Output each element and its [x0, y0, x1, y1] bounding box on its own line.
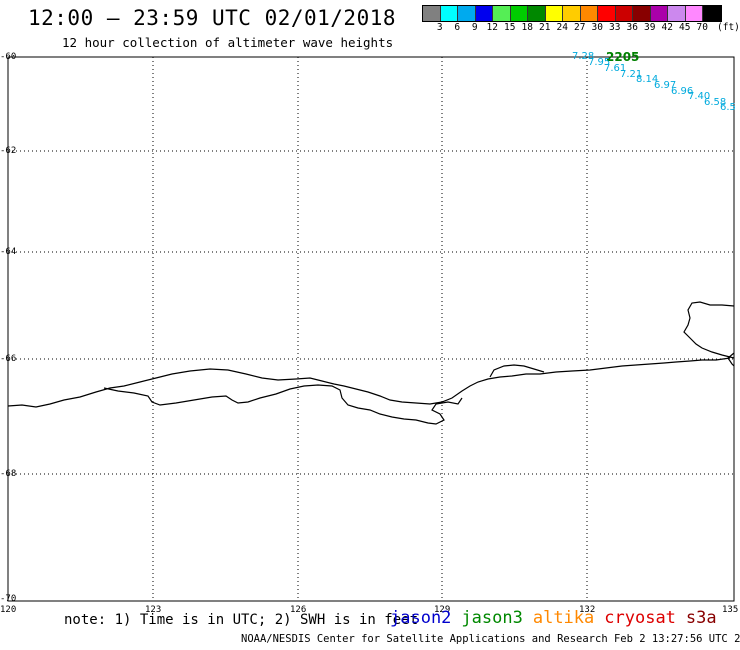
- colorbar-swatch: [440, 6, 458, 21]
- colorbar-label: 21: [539, 22, 551, 33]
- wave-height-colorbar: [422, 5, 722, 22]
- satellite-legend-item-jason2: jason2: [390, 608, 452, 628]
- wave-value: 6.58: [704, 97, 727, 108]
- colorbar-label: 30: [591, 22, 603, 33]
- map-frame: [7, 56, 735, 602]
- colorbar-swatch: [668, 6, 686, 21]
- colorbar-swatch: [685, 6, 703, 21]
- colorbar-swatch: [510, 6, 528, 21]
- lat-label-68: -68: [0, 469, 17, 479]
- colorbar-label: 39: [644, 22, 656, 33]
- coastline-ice-shelf: [103, 384, 463, 425]
- lon-label-126: 126: [290, 605, 307, 615]
- lat-label-66: -66: [0, 354, 17, 364]
- lat-label-60: -60: [0, 52, 17, 62]
- satellite-legend-item-altika: altika: [532, 608, 595, 628]
- wave-value: 7.28: [572, 51, 595, 62]
- coastline-tip: [727, 352, 735, 367]
- colorbar-label: 24: [556, 22, 568, 33]
- satellite-legend-item-cryosat: cryosat: [604, 608, 676, 628]
- colorbar-swatch: [580, 6, 598, 21]
- wave-value: 7.21: [620, 69, 643, 80]
- colorbar-label: 3: [436, 22, 443, 33]
- lat-label-70: -70: [0, 594, 17, 604]
- colorbar-label: 27: [574, 22, 586, 33]
- colorbar-swatch: [703, 6, 721, 21]
- colorbar-labels: 3 6 9 12 15 18 21 24 27 30 33 36 39 42 45 70: [422, 22, 711, 33]
- colorbar-swatch: [458, 6, 476, 21]
- colorbar-label: 42: [661, 22, 673, 33]
- lon-label-132: 132: [579, 605, 596, 615]
- colorbar-label: 45: [679, 22, 691, 33]
- colorbar-swatch: [475, 6, 493, 21]
- coastline: [7, 357, 731, 408]
- colorbar-label: 33: [609, 22, 621, 33]
- graticule: [8, 57, 734, 601]
- colorbar-swatch: [633, 6, 651, 21]
- colorbar-swatch: [423, 6, 441, 21]
- lon-label-120: 120: [0, 605, 17, 615]
- lon-label-123: 123: [145, 605, 162, 615]
- colorbar-label: 15: [504, 22, 516, 33]
- colorbar-swatch: [598, 6, 616, 21]
- colorbar-label: 6: [454, 22, 461, 33]
- wave-value: 7.40: [688, 91, 711, 102]
- wave-value: 6.96: [671, 86, 694, 97]
- lat-label-64: -64: [0, 247, 17, 257]
- colorbar-label: 18: [521, 22, 533, 33]
- map-title: 12:00 – 23:59 UTC 02/01/2018: [28, 6, 397, 30]
- lon-label-129: 129: [434, 605, 451, 615]
- colorbar-swatch: [545, 6, 563, 21]
- colorbar-swatch: [615, 6, 633, 21]
- colorbar-label: 70: [696, 22, 708, 33]
- colorbar-swatch: [528, 6, 546, 21]
- colorbar-unit: (ft): [717, 22, 740, 33]
- lat-label-62: -62: [0, 146, 17, 156]
- coastline-east: [489, 364, 545, 378]
- wave-value: 7.95: [588, 57, 611, 68]
- satellite-legend-item-jason3: jason3: [461, 608, 523, 628]
- wave-value: 6.97: [654, 80, 677, 91]
- wave-value: 7.61: [604, 63, 627, 74]
- satellite-legend: jason2 jason3 altika cryosat s3a: [390, 608, 727, 628]
- wave-value: 6.5: [720, 102, 736, 113]
- footer-credit: NOAA/NESDIS Center for Satellite Applica…: [241, 633, 740, 645]
- colorbar-label: 12: [486, 22, 498, 33]
- wave-value: 8.14: [636, 74, 659, 85]
- colorbar-swatch: [563, 6, 581, 21]
- colorbar-swatch: [650, 6, 668, 21]
- footer-note: note: 1) Time is in UTC; 2) SWH is in fe…: [64, 612, 419, 628]
- pass-time-label: 2205: [606, 50, 640, 64]
- colorbar-swatch: [493, 6, 511, 21]
- satellite-legend-item-s3a: s3a: [685, 608, 717, 628]
- map-subtitle: 12 hour collection of altimeter wave hei…: [62, 35, 394, 50]
- colorbar-label: 9: [471, 22, 478, 33]
- coastline-island: [683, 301, 735, 359]
- colorbar-label: 36: [626, 22, 638, 33]
- lon-label-135: 135: [722, 605, 739, 615]
